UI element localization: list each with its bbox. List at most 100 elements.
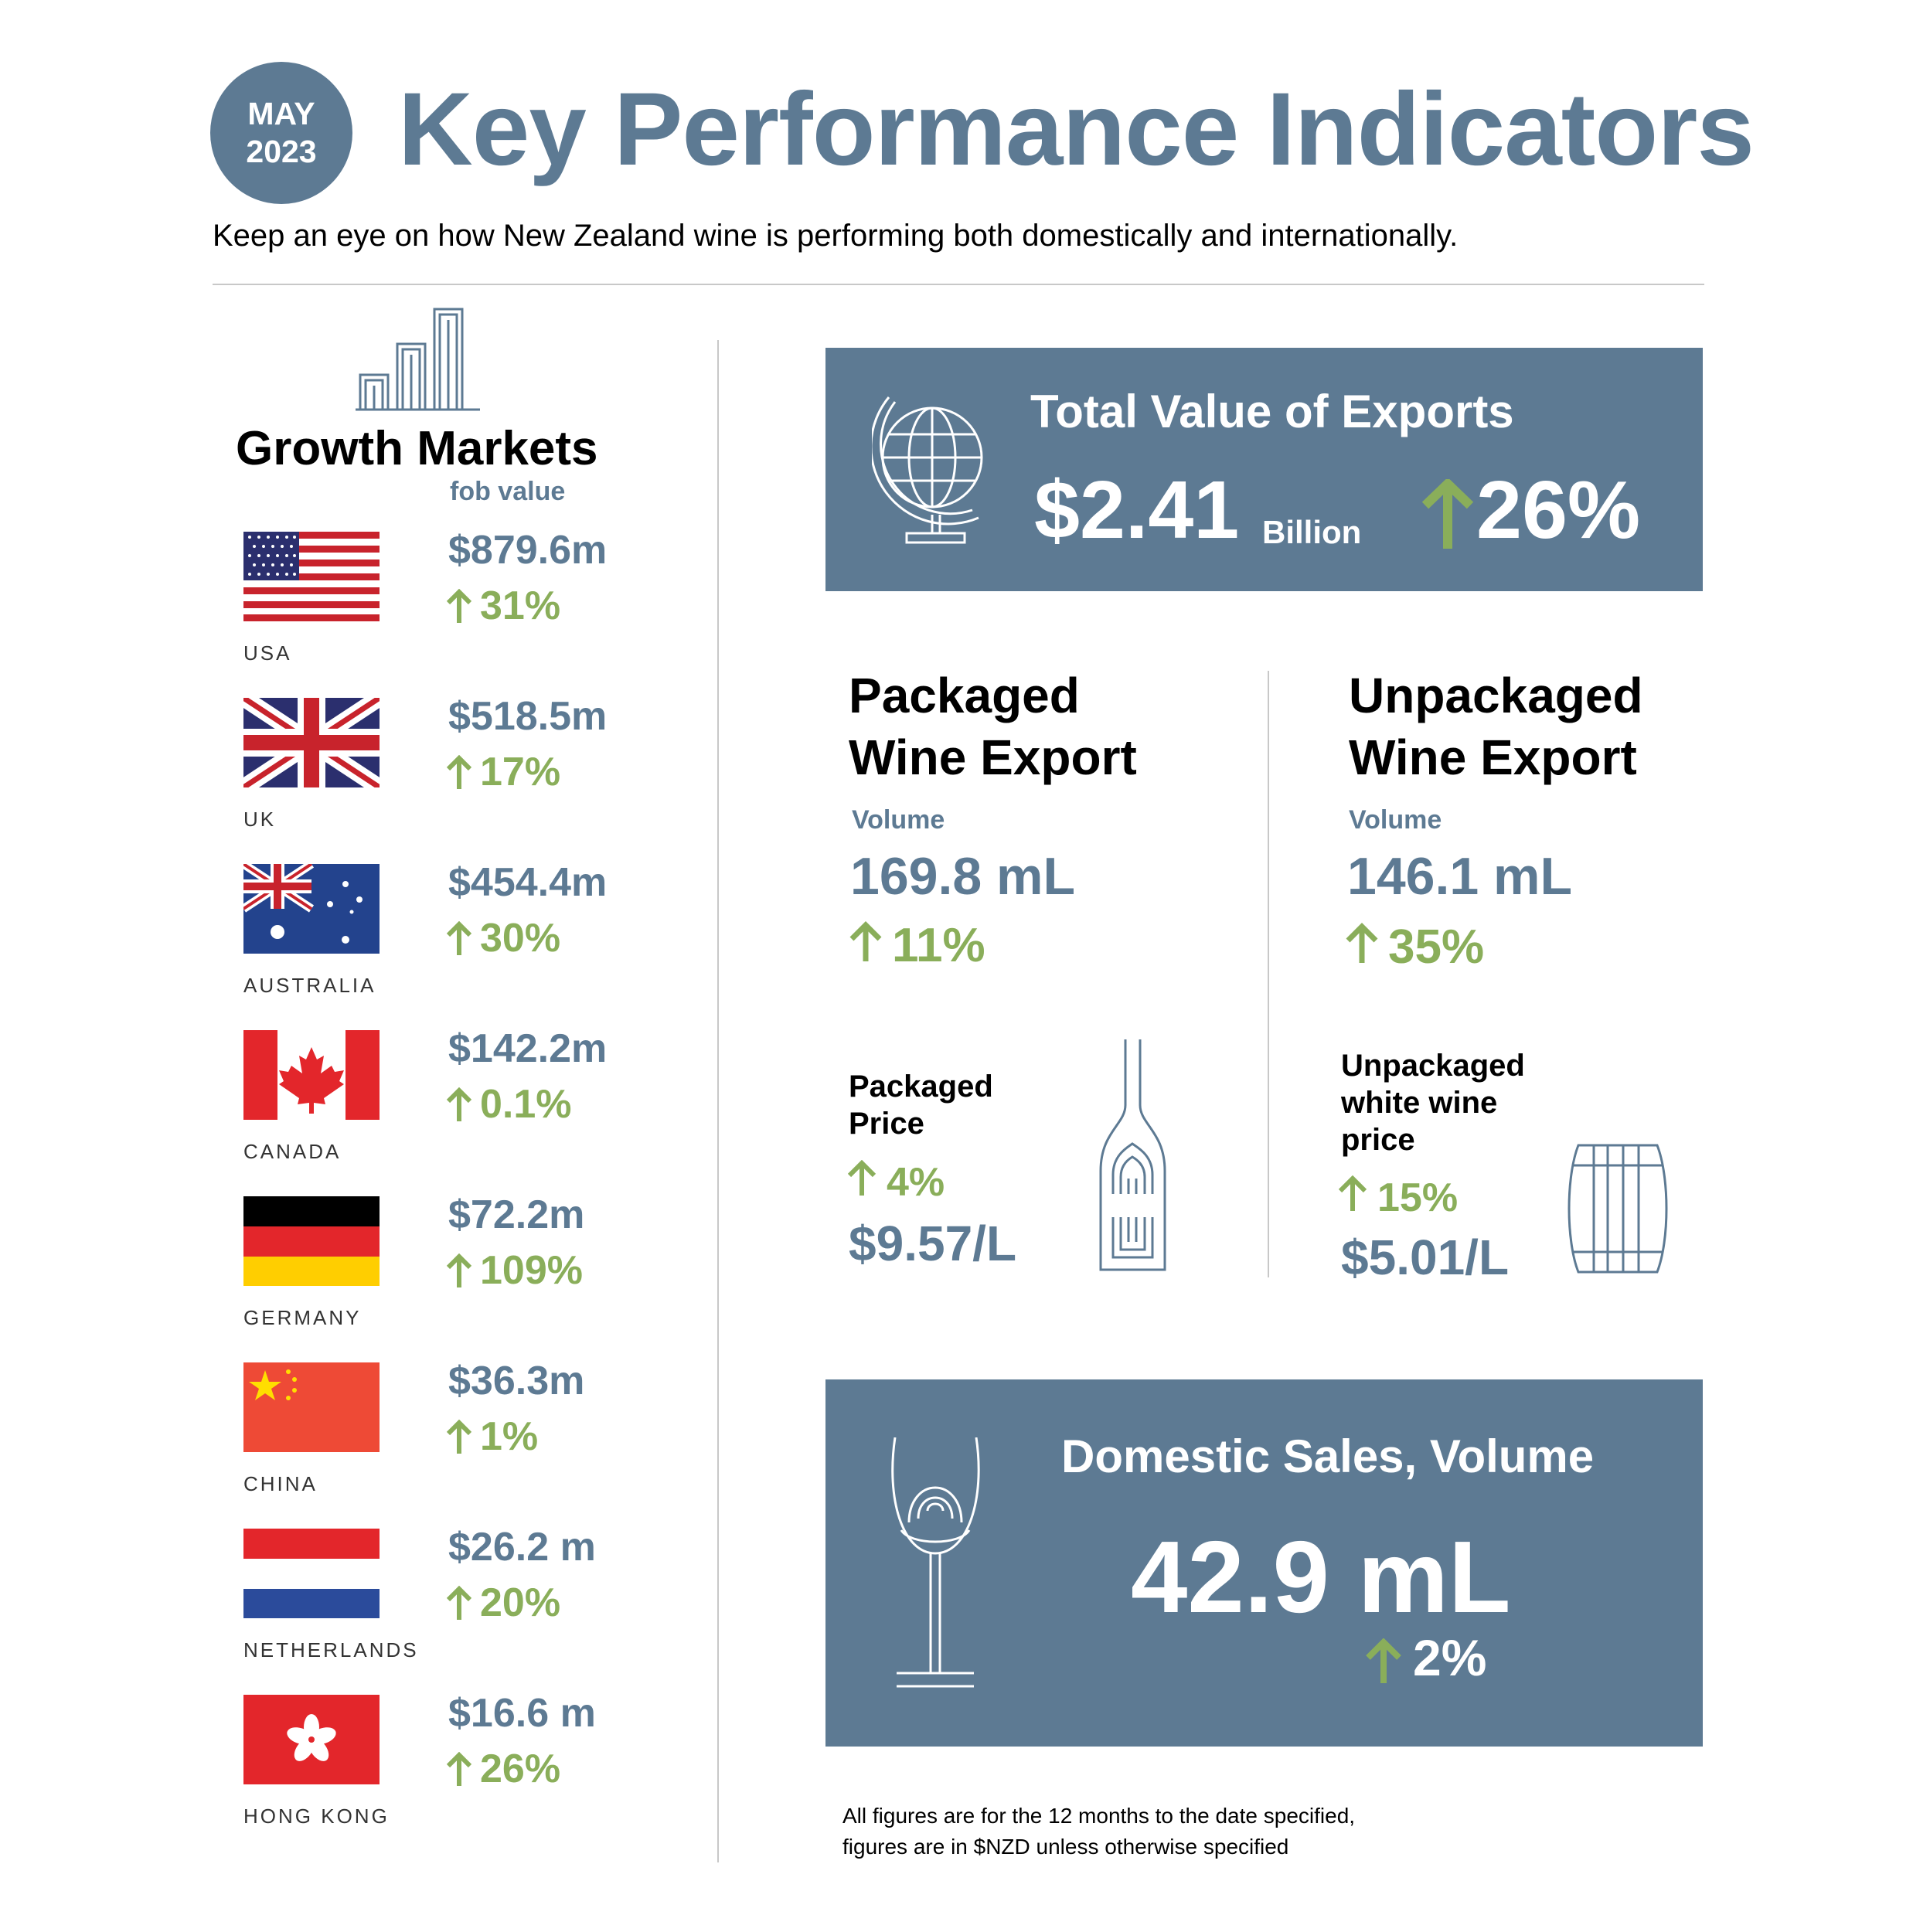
domestic-sales-panel: Domestic Sales, Volume 42.9 mL 2% bbox=[825, 1379, 1703, 1747]
market-change-value: 20% bbox=[480, 1580, 561, 1625]
unpackaged-price: $5.01/L bbox=[1341, 1230, 1510, 1285]
arrow-up-icon bbox=[446, 1087, 472, 1121]
packaged-heading-line2: Wine Export bbox=[849, 730, 1137, 785]
unpackaged-price-change-value: 15% bbox=[1377, 1175, 1459, 1220]
market-value: $26.2 m bbox=[448, 1525, 596, 1570]
market-value: $16.6 m bbox=[448, 1691, 596, 1736]
total-exports-unit: Billion bbox=[1262, 514, 1362, 550]
market-value: $142.2m bbox=[448, 1026, 608, 1071]
unpackaged-heading-line1: Unpackaged bbox=[1349, 668, 1643, 723]
page-title: Key Performance Indicators bbox=[398, 72, 1755, 187]
market-germany: GERMANY $72.2m 109% bbox=[243, 1192, 676, 1351]
market-usa: USA $879.6m 31% bbox=[243, 528, 676, 686]
market-country: CHINA bbox=[243, 1472, 318, 1495]
packaged-volume-change-value: 11% bbox=[892, 919, 985, 972]
packaged-unpackaged-divider bbox=[1268, 671, 1269, 1277]
packaged-price-label-line1: Packaged bbox=[849, 1070, 993, 1104]
market-country: AUSTRALIA bbox=[243, 974, 376, 997]
market-country: UK bbox=[243, 808, 277, 831]
unpackaged-volume-label: Volume bbox=[1349, 805, 1442, 835]
market-country: GERMANY bbox=[243, 1306, 362, 1329]
market-change: 31% bbox=[446, 583, 560, 629]
barrel-icon bbox=[1568, 1142, 1668, 1279]
domestic-sales-value: 42.9 mL bbox=[1131, 1520, 1511, 1634]
market-canada: CANADA $142.2m 0.1% bbox=[243, 1026, 676, 1185]
column-divider bbox=[717, 340, 719, 1862]
bar-chart-icon bbox=[354, 305, 482, 417]
china-flag bbox=[243, 1362, 380, 1452]
footnote-line1: All figures are for the 12 months to the… bbox=[842, 1804, 1356, 1828]
canada-flag bbox=[243, 1030, 380, 1120]
arrow-up-icon bbox=[1365, 1638, 1402, 1687]
market-value: $454.4m bbox=[448, 860, 608, 905]
packaged-price-change: 4% bbox=[846, 1159, 945, 1206]
market-country: HONG KONG bbox=[243, 1804, 390, 1828]
growth-markets-title: Growth Markets bbox=[236, 422, 598, 475]
badge-year: 2023 bbox=[246, 134, 317, 169]
market-value: $36.3m bbox=[448, 1359, 585, 1403]
arrow-up-icon bbox=[1421, 477, 1475, 553]
australia-flag bbox=[243, 864, 380, 954]
wine-bottle-icon bbox=[1096, 1039, 1169, 1283]
packaged-heading: Packaged Wine Export bbox=[849, 665, 1137, 788]
arrow-up-icon bbox=[446, 921, 472, 955]
market-change-value: 0.1% bbox=[480, 1082, 572, 1127]
arrow-up-icon bbox=[446, 589, 472, 623]
market-change-value: 30% bbox=[480, 916, 561, 961]
arrow-up-icon bbox=[446, 755, 472, 789]
market-value: $518.5m bbox=[448, 694, 608, 739]
market-change-value: 1% bbox=[480, 1414, 539, 1459]
market-change: 20% bbox=[446, 1580, 560, 1626]
packaged-volume-label: Volume bbox=[852, 805, 945, 835]
uk-flag bbox=[243, 698, 380, 787]
market-change: 109% bbox=[446, 1247, 583, 1294]
date-badge: MAY 2023 bbox=[210, 62, 352, 204]
market-hong-kong: HONG KONG $16.6 m 26% bbox=[243, 1691, 676, 1849]
footnote: All figures are for the 12 months to the… bbox=[842, 1801, 1355, 1862]
packaged-price-label: Packaged Price bbox=[849, 1068, 993, 1142]
unpackaged-price-change: 15% bbox=[1337, 1175, 1458, 1221]
arrow-up-icon bbox=[846, 1159, 877, 1206]
unpackaged-heading-line2: Wine Export bbox=[1349, 730, 1637, 785]
unpackaged-volume-change: 35% bbox=[1345, 920, 1484, 975]
globe-icon bbox=[870, 386, 996, 556]
market-australia: AUSTRALIA $454.4m 30% bbox=[243, 860, 676, 1019]
unpackaged-price-label-line1: Unpackaged bbox=[1341, 1049, 1525, 1083]
packaged-price-change-value: 4% bbox=[887, 1160, 945, 1205]
market-change: 1% bbox=[446, 1413, 538, 1460]
arrow-up-icon bbox=[446, 1253, 472, 1287]
arrow-up-icon bbox=[849, 918, 883, 973]
market-change-value: 109% bbox=[480, 1248, 583, 1293]
total-exports-value: $2.41 bbox=[1034, 464, 1240, 556]
footnote-line2: figures are in $NZD unless otherwise spe… bbox=[842, 1835, 1289, 1859]
header-divider bbox=[213, 284, 1704, 285]
arrow-up-icon bbox=[1337, 1175, 1368, 1221]
domestic-sales-title: Domestic Sales, Volume bbox=[1061, 1430, 1595, 1482]
packaged-volume: 169.8 mL bbox=[850, 847, 1076, 906]
market-country: NETHERLANDS bbox=[243, 1638, 419, 1662]
netherlands-flag bbox=[243, 1529, 380, 1618]
unpackaged-volume: 146.1 mL bbox=[1347, 847, 1573, 906]
packaged-price: $9.57/L bbox=[849, 1216, 1017, 1271]
arrow-up-icon bbox=[446, 1420, 472, 1454]
arrow-up-icon bbox=[1345, 920, 1379, 975]
unpackaged-price-label-line3: price bbox=[1341, 1123, 1415, 1157]
unpackaged-volume-change-value: 35% bbox=[1388, 920, 1485, 974]
market-uk: UK $518.5m 17% bbox=[243, 694, 676, 852]
wine-glass-icon bbox=[887, 1437, 984, 1696]
packaged-volume-change: 11% bbox=[849, 918, 985, 973]
market-change-value: 26% bbox=[480, 1747, 561, 1791]
market-change-value: 17% bbox=[480, 750, 561, 794]
page-subtitle: Keep an eye on how New Zealand wine is p… bbox=[213, 219, 1459, 253]
market-change: 17% bbox=[446, 749, 560, 795]
domestic-sales-change: 2% bbox=[1413, 1629, 1487, 1686]
total-exports-change: 26% bbox=[1476, 464, 1641, 556]
badge-month: MAY bbox=[247, 96, 315, 131]
market-china: CHINA $36.3m 1% bbox=[243, 1359, 676, 1517]
usa-flag bbox=[243, 532, 380, 621]
market-value: $879.6m bbox=[448, 528, 608, 573]
market-change: 30% bbox=[446, 915, 560, 961]
market-change: 26% bbox=[446, 1746, 560, 1792]
germany-flag bbox=[243, 1196, 380, 1286]
total-exports-panel: Total Value of Exports $2.41 Billion 26% bbox=[825, 348, 1703, 591]
